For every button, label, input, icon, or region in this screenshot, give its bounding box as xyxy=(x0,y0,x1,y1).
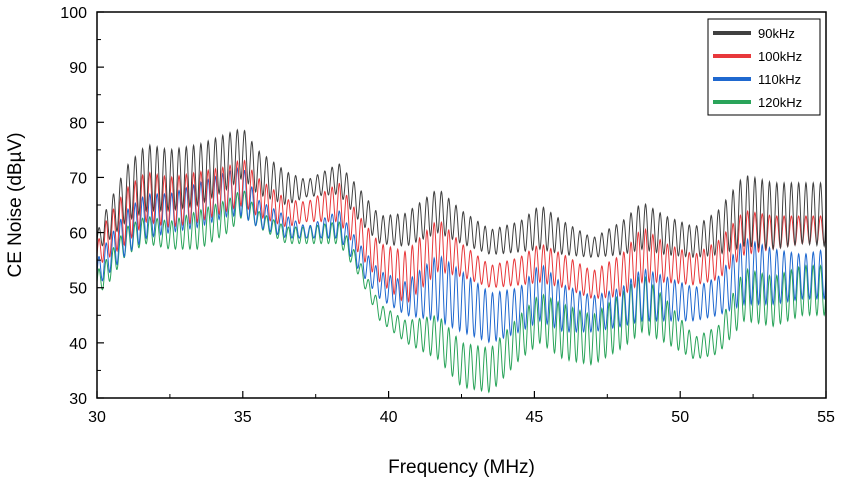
x-tick-label: 30 xyxy=(88,409,106,426)
x-axis-title: Frequency (MHz) xyxy=(388,457,535,478)
y-tick-label: 50 xyxy=(69,281,87,298)
legend-label: 120kHz xyxy=(758,95,802,110)
y-tick-label: 60 xyxy=(69,226,87,243)
legend: 90kHz 100kHz 110kHz 120kHz xyxy=(707,18,821,116)
x-tick-label: 40 xyxy=(380,409,398,426)
ticks-layer: 30 35 40 45 50 55 30 40 50 60 70 80 90 100 xyxy=(60,5,835,426)
x-tick-label: 55 xyxy=(817,409,835,426)
series-line-100khz xyxy=(96,159,827,304)
y-tick-label: 30 xyxy=(69,391,87,408)
y-tick-label: 100 xyxy=(60,5,87,22)
y-axis-title: CE Noise (dBµV) xyxy=(5,132,26,277)
legend-label: 110kHz xyxy=(758,72,801,87)
x-tick-label: 45 xyxy=(526,409,544,426)
legend-label: 90kHz xyxy=(758,26,795,41)
y-tick-label: 40 xyxy=(69,336,87,353)
y-tick-label: 90 xyxy=(69,60,87,77)
series-line-110khz xyxy=(96,167,827,344)
series-layer xyxy=(96,128,827,394)
x-tick-label: 50 xyxy=(671,409,689,426)
y-tick-label: 80 xyxy=(69,115,87,132)
series-line-120khz xyxy=(96,190,827,394)
legend-label: 100kHz xyxy=(758,49,802,64)
y-tick-label: 70 xyxy=(69,170,87,187)
x-tick-label: 35 xyxy=(234,409,252,426)
series-line-90khz xyxy=(96,128,827,259)
